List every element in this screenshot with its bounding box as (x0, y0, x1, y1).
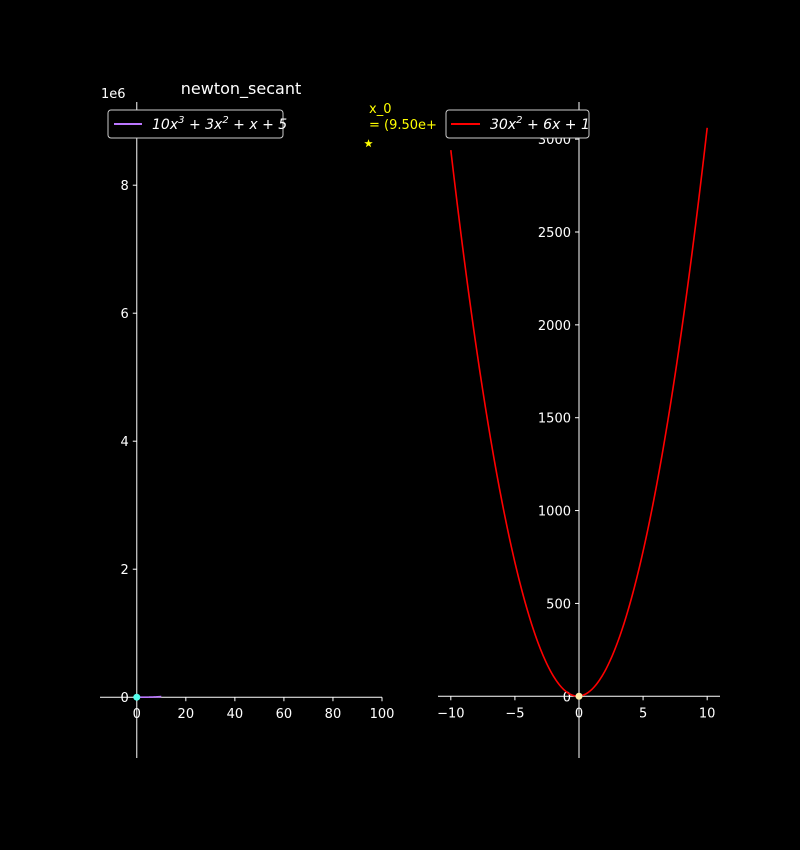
left-legend-label: 10x3 + 3x2 + x + 5 (152, 115, 287, 133)
right-y-tick-label: 2500 (538, 226, 571, 241)
right-legend-term-1: x (507, 117, 517, 133)
left-y-tick-label: 2 (121, 563, 129, 578)
left-legend-sup-2: 2 (222, 115, 228, 126)
right-legend: 30x2 + 6x + 1 (445, 109, 590, 139)
left-curve (136, 695, 162, 698)
left-legend-sup-1: 3 (178, 115, 184, 126)
annotation-line-2: = (9.50e+ (369, 118, 437, 133)
left-y-tick-label: 0 (121, 691, 129, 706)
left-legend-prefix: 10 (152, 117, 170, 133)
left-x-tick-label: 80 (325, 707, 342, 722)
left-x-tick-label: 0 (133, 707, 141, 722)
right-series (450, 127, 708, 700)
right-y-tick-label: 1500 (538, 412, 571, 427)
right-y-tick-label: 500 (546, 597, 571, 612)
left-legend-term-1: x (169, 117, 179, 133)
right-y-tick-label: 0 (563, 690, 571, 705)
left-x-tick-label: 40 (227, 707, 244, 722)
left-legend-box (107, 109, 284, 139)
right-y-tick-label: 2000 (538, 319, 571, 334)
right-root-marker (575, 692, 583, 700)
chart-title: newton_secant (181, 79, 301, 99)
left-axes: 0 20 40 60 80 100 0 2 4 6 8 (100, 102, 394, 758)
left-legend-term-3: + x + 5 (229, 117, 288, 133)
right-x-tick-label: 5 (639, 706, 647, 721)
left-plot: 0 20 40 60 80 100 0 2 4 6 8 newton_secant 1e6 10x3… (100, 79, 437, 758)
left-root-marker (133, 693, 141, 701)
left-legend: 10x3 + 3x2 + x + 5 (107, 109, 287, 139)
left-x-tick-label: 20 (178, 707, 195, 722)
right-legend-prefix: 30 (490, 117, 508, 133)
right-x-tick-label: −10 (437, 706, 464, 721)
left-legend-term-2: + 3x (185, 117, 224, 133)
right-legend-label: 30x2 + 6x + 1 (490, 115, 590, 133)
left-y-offset-label: 1e6 (101, 87, 126, 102)
left-y-tick-label: 8 (121, 179, 129, 194)
left-series (133, 139, 373, 701)
x0-star-marker (364, 139, 373, 148)
right-y-tick-label: 1000 (538, 505, 571, 520)
right-x-tick-label: −5 (505, 706, 524, 721)
right-legend-box (445, 109, 590, 139)
x0-annotation: x_0 = (9.50e+ (369, 102, 437, 133)
right-legend-term-2: + 6x + 1 (523, 117, 590, 133)
left-y-tick-label: 6 (121, 307, 129, 322)
left-x-tick-label: 100 (370, 707, 395, 722)
annotation-line-1: x_0 (369, 102, 391, 117)
left-y-tick-label: 4 (121, 435, 129, 450)
right-legend-sup-1: 2 (516, 115, 522, 126)
right-x-tick-label: 0 (575, 706, 583, 721)
left-x-tick-label: 60 (276, 707, 293, 722)
right-x-tick-label: 10 (699, 706, 716, 721)
